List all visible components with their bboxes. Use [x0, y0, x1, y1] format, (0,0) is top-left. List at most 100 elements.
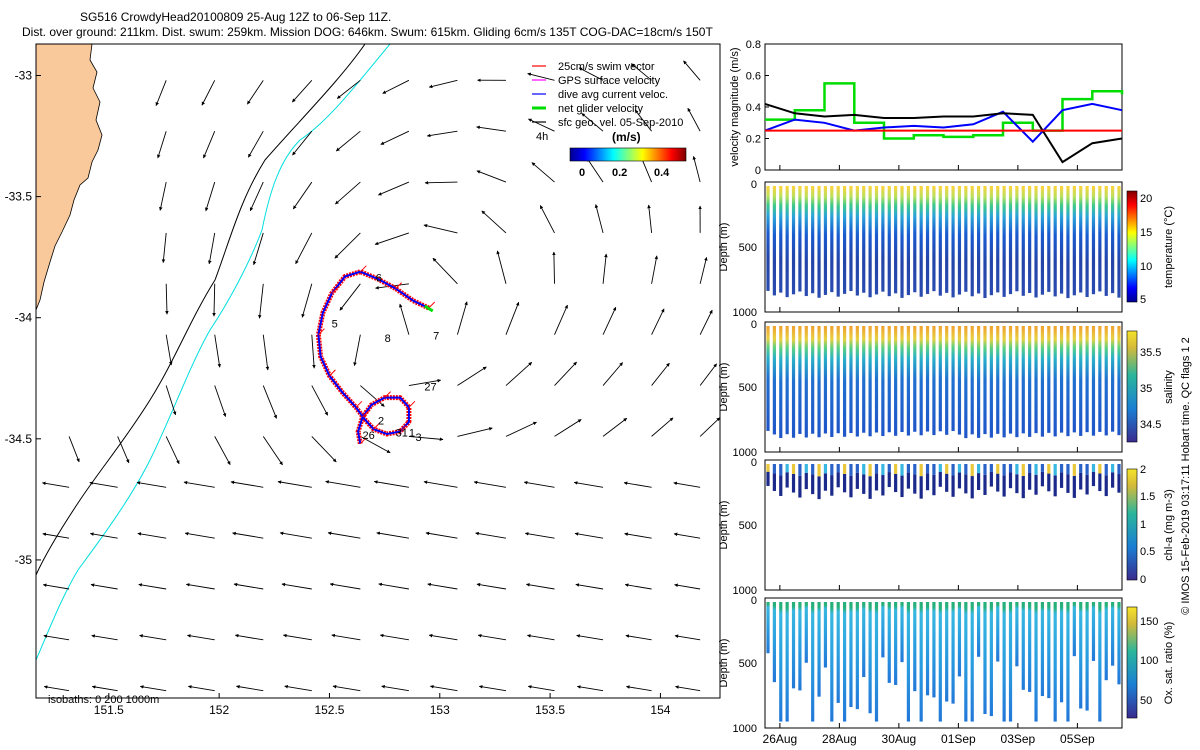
chla-profile	[1002, 475, 1006, 497]
geo-velocity-arrow	[283, 633, 312, 641]
dive-profile	[1066, 326, 1070, 437]
chla-profile	[894, 473, 898, 493]
geo-velocity-arrow	[457, 427, 493, 437]
geo-velocity-arrow	[475, 531, 507, 539]
geo-velocity-arrow	[457, 366, 487, 386]
dive-profile	[1104, 326, 1108, 436]
dive-profile	[964, 602, 968, 722]
velocity-yticks: 0 0.2 0.4 0.6 0.8	[746, 39, 769, 177]
dive-profile	[836, 186, 840, 297]
geo-velocity-arrow	[647, 204, 653, 233]
dive-profile	[811, 326, 815, 434]
geo-velocity-arrow	[185, 583, 215, 590]
dive-profile	[811, 186, 815, 294]
chla-profile	[977, 473, 981, 490]
geo-velocity-arrow	[524, 532, 555, 539]
geo-velocity-arrow	[651, 362, 670, 386]
day-label: 3	[416, 432, 422, 444]
lat-tick-label: -33.5	[5, 190, 33, 204]
geo-velocity-arrow	[165, 334, 173, 366]
swim-vector	[359, 265, 367, 273]
temperature-colorbar	[1126, 190, 1138, 303]
geo-velocity-arrow	[311, 385, 329, 416]
geo-velocity-arrow	[252, 232, 264, 266]
dive-profile	[779, 602, 783, 722]
dive-profile	[830, 602, 834, 722]
dive-profile	[957, 186, 962, 295]
geo-velocity-arrow	[554, 304, 568, 335]
dive-profile	[791, 186, 796, 295]
dive-profile	[1028, 326, 1032, 437]
geo-velocity-arrow	[90, 583, 118, 590]
geo-velocity-arrow	[423, 480, 458, 488]
dive-profile	[1040, 602, 1045, 697]
chla-profile	[932, 474, 936, 496]
dive-profile	[830, 186, 834, 293]
chla-profile-top	[951, 464, 955, 476]
geo-velocity-arrow	[374, 232, 410, 246]
dive-profile	[964, 186, 968, 292]
dive-profile	[1034, 186, 1038, 298]
lat-tick-label: -33	[15, 68, 33, 82]
geo-velocity-arrow	[429, 684, 458, 692]
dive-profile	[881, 602, 885, 658]
time-tick-label: 05Sep	[1060, 732, 1095, 746]
geo-velocity-arrow	[575, 583, 604, 590]
geo-velocity-arrow	[683, 60, 701, 81]
dive-profile	[766, 326, 770, 431]
geo-velocity-arrow	[262, 436, 283, 466]
geo-velocity-arrow	[674, 583, 701, 590]
dive-profile	[989, 602, 993, 717]
geo-velocity-arrow	[139, 685, 167, 692]
geo-velocity-arrow	[692, 156, 701, 183]
swim-vector	[359, 437, 367, 445]
dive-profile	[1059, 186, 1064, 294]
legend-label: sfc geo. vel. 05-Sep-2010	[558, 117, 683, 129]
chla-profile-top	[925, 464, 930, 474]
dive-profile	[919, 326, 923, 436]
swim-vector	[331, 287, 339, 294]
dive-profile	[983, 602, 987, 714]
chla-profile-top	[970, 464, 974, 477]
dive-profile	[1059, 602, 1064, 703]
geo-velocity-arrow	[136, 481, 167, 488]
geo-velocity-arrow	[527, 685, 555, 692]
net-glider-velocity-mark	[423, 304, 434, 313]
dive-profile	[906, 602, 910, 722]
temperature-profiles	[766, 186, 1121, 299]
dive-profile	[1098, 186, 1102, 292]
geo-velocity-arrow	[478, 685, 507, 692]
dive-profile	[1091, 186, 1096, 295]
dive-profile	[874, 602, 879, 722]
geo-velocity-arrow	[528, 118, 555, 132]
chla-profile-top	[849, 464, 853, 476]
dive-profile	[791, 326, 796, 438]
chla-profile	[817, 476, 821, 500]
day-label: 5	[332, 318, 338, 330]
dive-profile	[855, 326, 859, 437]
ox-ytick-1: 500	[739, 658, 757, 670]
dive-profile	[957, 326, 962, 435]
chla-profile-top	[1079, 464, 1083, 473]
dive-profile	[1117, 602, 1121, 685]
dive-profile	[1098, 326, 1102, 432]
chla-panel: 2 1.5 1 0.5 0 chl-a (mg m-3) Depth (m) 0…	[718, 457, 1175, 597]
dive-profile	[894, 602, 898, 685]
day-label: 2	[378, 415, 384, 427]
geo-velocity-arrow	[236, 685, 264, 692]
dive-profile	[1015, 326, 1019, 438]
temp-ctick-3: 5	[1140, 294, 1146, 306]
dive-profile	[849, 602, 853, 708]
land-mass	[36, 44, 103, 311]
dive-profile	[1002, 602, 1006, 722]
day-label: 27	[424, 381, 436, 393]
dive-profile	[1008, 326, 1013, 434]
dive-profile	[932, 186, 936, 292]
geo-velocity-arrow	[165, 283, 169, 315]
geo-velocity-arrow	[602, 253, 608, 284]
geo-velocity-arrow	[573, 481, 604, 488]
geo-velocity-arrow	[624, 532, 652, 539]
geo-velocity-arrow	[379, 633, 409, 641]
dive-profile	[798, 186, 802, 292]
geo-velocity-arrow	[291, 80, 313, 103]
